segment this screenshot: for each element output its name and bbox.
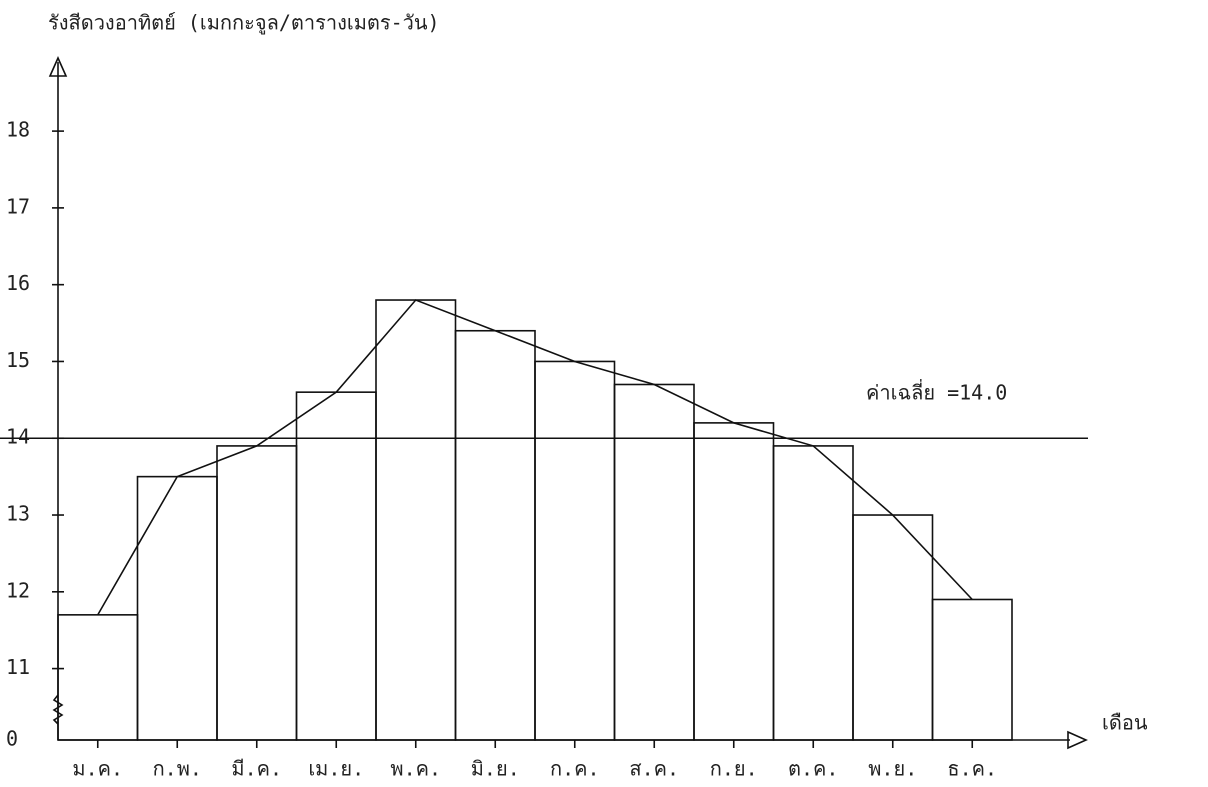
bar [931,598,1013,741]
origin-label: 0 [6,727,18,751]
bar [772,445,854,741]
trend-line [97,299,973,616]
x-tick-label: ก.ย. [710,757,758,781]
bar [375,299,457,741]
bar [136,475,218,741]
y-axis-label: รังสีดวงอาทิตย์ (เมกกะจูล/ตารางเมตร-วัน) [48,11,440,36]
bar [534,360,616,741]
y-tick-label: 12 [6,578,30,602]
x-tick-label: มี.ค. [231,757,282,781]
y-tick-label: 17 [6,194,30,218]
y-tick-label: 11 [6,655,30,679]
bar [57,614,139,741]
x-tick-label: ม.ค. [72,757,123,781]
y-tick-label: 18 [6,118,30,142]
x-tick-label: ก.ค. [550,757,600,781]
bar [693,422,775,741]
bar [295,391,377,741]
x-tick-label: ก.พ. [153,757,202,781]
x-tick-label: เม.ย. [308,757,364,781]
y-tick-label: 15 [6,348,30,372]
x-tick-label: มิ.ย. [471,757,520,781]
mean-label: ค่าเฉลี่ย =14.0 [866,379,1007,405]
bar [216,445,298,741]
bar [852,514,934,741]
x-tick-label: พ.ค. [390,757,441,781]
y-tick-label: 14 [6,425,30,449]
bar [454,329,536,741]
x-tick-label: ส.ค. [629,757,679,781]
x-tick-label: พ.ย. [868,757,917,781]
x-tick-label: ธ.ค. [947,757,997,781]
x-axis-label: เดือน [1102,711,1148,735]
y-arrow [48,56,68,77]
x-tick-label: ต.ค. [788,757,838,781]
y-tick-label: 13 [6,502,30,526]
y-tick-label: 16 [6,271,30,295]
x-arrow [1067,730,1088,750]
axis-break [52,694,64,725]
